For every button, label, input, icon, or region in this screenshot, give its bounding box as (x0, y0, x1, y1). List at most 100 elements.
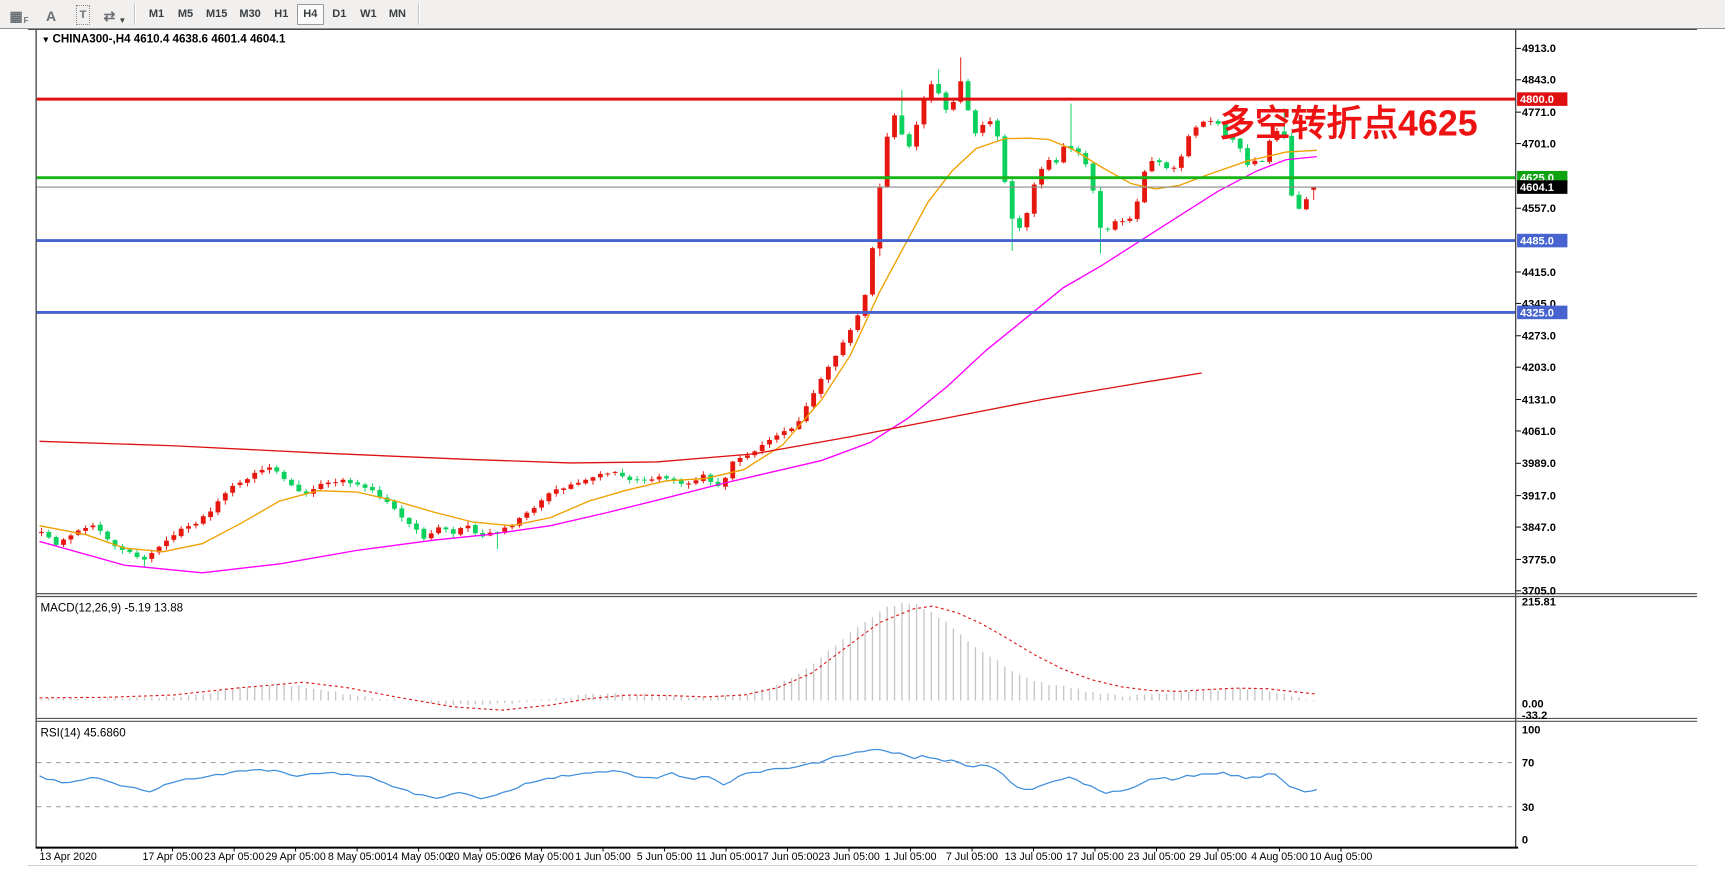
candle-up (149, 553, 155, 559)
date-label: 5 Jun 05:00 (637, 851, 693, 863)
candle-up (884, 136, 890, 188)
text-box-icon[interactable]: T (70, 3, 96, 25)
candle-down (899, 115, 905, 135)
candle-up (237, 482, 243, 485)
candle-up (222, 493, 228, 501)
candle-up (847, 330, 853, 343)
timeframe-button-w1[interactable]: W1 (355, 4, 382, 25)
level-4325.0-badge-label: 4325.0 (1520, 307, 1554, 319)
toolbar-separator (134, 3, 136, 25)
macd-pane[interactable] (39, 602, 1317, 711)
chart-background[interactable] (27, 29, 1698, 868)
date-label: 17 Jul 05:00 (1066, 851, 1124, 863)
candle-up (164, 540, 169, 547)
price-tick-label: 4843.0 (1522, 75, 1556, 87)
candle-up (700, 474, 706, 482)
price-tick-label: 4913.0 (1522, 43, 1556, 55)
candle-down (1105, 228, 1111, 230)
timeframe-button-m30[interactable]: M30 (234, 4, 265, 25)
candle-up (649, 479, 655, 481)
candle-down (1164, 162, 1170, 169)
text-label-icon[interactable]: A (45, 8, 57, 24)
candle-down (1009, 181, 1015, 219)
candle-up (892, 115, 897, 138)
timeframe-group: M1 M5 M15 M30 H1 H4 D1 W1 MN (142, 3, 412, 25)
candle-up (428, 533, 434, 539)
date-label: 23 Apr 05:00 (204, 851, 264, 863)
candle-up (730, 461, 736, 479)
candle-up (1267, 140, 1273, 162)
candle-down (965, 81, 971, 111)
style-arrows-icon[interactable]: ⇄ ▼ (103, 8, 127, 25)
candle-up (745, 455, 750, 458)
candle-up (458, 528, 464, 535)
candle-up (921, 100, 927, 125)
candle-up (1112, 221, 1118, 230)
timeframe-button-mn[interactable]: MN (384, 4, 411, 25)
rsi-line (39, 748, 1317, 800)
candle-up (605, 473, 611, 475)
candle-up (737, 457, 743, 462)
main-pane[interactable] (36, 57, 1516, 574)
candle-up (693, 480, 699, 484)
candle-up (958, 81, 964, 102)
candle-up (855, 315, 861, 330)
candle-up (83, 527, 89, 531)
candle-up (340, 479, 346, 483)
candle-down (1017, 218, 1022, 228)
timeframe-button-d1[interactable]: D1 (326, 4, 353, 25)
candle-up (561, 488, 567, 491)
macd-label: MACD(12,26,9) -5.19 13.88 (40, 602, 183, 615)
candle-down (450, 529, 456, 534)
candle-up (90, 525, 96, 528)
candle-up (156, 546, 162, 553)
candle-up (833, 355, 839, 367)
candle-down (421, 528, 427, 539)
candle-down (1002, 136, 1008, 182)
candle-down (1215, 121, 1221, 124)
candle-up (583, 479, 589, 484)
timeframe-button-m5[interactable]: M5 (172, 4, 199, 25)
timeframe-button-m15[interactable]: M15 (201, 4, 232, 25)
candle-down (127, 549, 133, 552)
candle-up (1311, 187, 1317, 190)
macd-scale-label: -33.2 (1522, 710, 1547, 722)
candle-down (664, 476, 669, 479)
period-separators-icon[interactable]: ▦ F (9, 8, 29, 25)
candle-down (303, 491, 309, 494)
timeframe-button-h4[interactable]: H4 (296, 3, 324, 25)
chart-area[interactable]: 4913.0 4843.0 4771.0 4701.0 4557.0 4415.0 4345… (0, 29, 1725, 896)
price-tick-label: 4273.0 (1522, 331, 1556, 343)
candle-up (259, 469, 265, 473)
candle-up (781, 431, 787, 436)
price-tick-label: 4203.0 (1522, 362, 1556, 374)
candle-up (575, 482, 581, 485)
candle-up (193, 523, 199, 526)
candle-down (1098, 191, 1103, 228)
candle-down (369, 486, 375, 491)
axes-layer: 4913.04843.04771.04701.04557.04415.04345… (27, 29, 1698, 867)
candle-down (906, 134, 912, 147)
timeframe-button-m1[interactable]: M1 (143, 4, 170, 25)
rsi-pane[interactable] (36, 748, 1516, 808)
candle-down (289, 479, 294, 486)
candle-up (1274, 131, 1280, 141)
timeframe-button-h1[interactable]: H1 (268, 4, 295, 25)
candle-up (1149, 161, 1155, 172)
dropdown-caret-icon[interactable]: ▼ (118, 16, 127, 25)
candle-down (715, 481, 721, 487)
candle-down (281, 471, 287, 479)
date-label: 29 Jul 05:00 (1189, 851, 1247, 863)
candle-down (1259, 160, 1265, 162)
chart-svg[interactable]: 4913.04843.04771.04701.04557.04415.04345… (0, 29, 1725, 896)
candle-up (568, 484, 574, 489)
candle-up (870, 248, 875, 295)
candle-up (590, 477, 596, 481)
candle-up (1061, 146, 1067, 163)
candle-up (612, 471, 618, 473)
date-label: 1 Jun 05:00 (575, 851, 631, 863)
candle-up (1171, 167, 1177, 169)
rsi-scale-label: 100 (1522, 724, 1541, 736)
date-label: 11 Jun 05:00 (696, 851, 757, 863)
symbol-dropdown-icon[interactable]: ▼ (41, 35, 52, 45)
